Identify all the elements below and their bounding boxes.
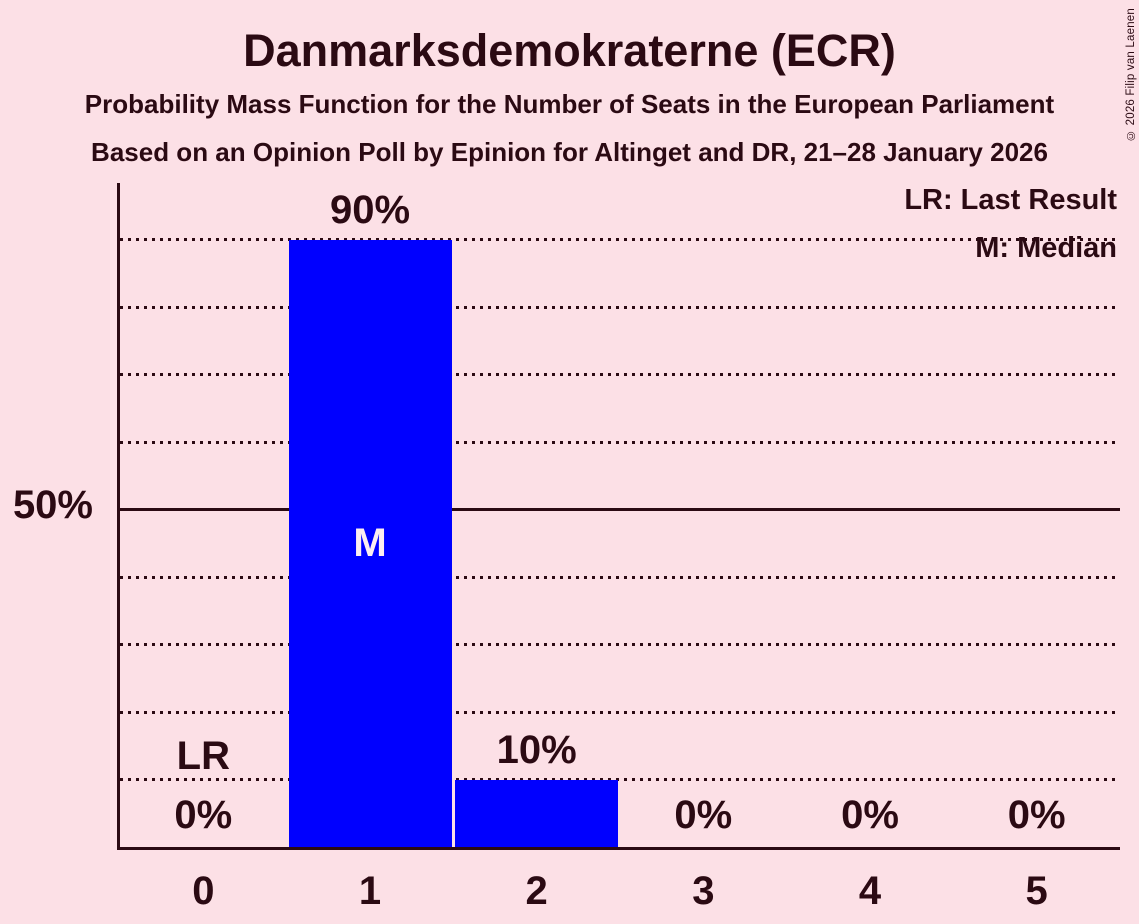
x-tick-1: 1 <box>358 869 382 913</box>
gridline-70pct <box>120 373 1120 376</box>
gridline-90pct <box>120 238 1120 241</box>
gridline-30pct <box>120 643 1120 646</box>
legend-last-result: LR: Last Result <box>904 184 1117 216</box>
x-axis: 0 1 2 3 4 5 <box>120 867 1120 915</box>
gridline-80pct <box>120 305 1120 309</box>
median-marker: M <box>353 521 387 566</box>
x-tick-5: 5 <box>1025 869 1048 913</box>
bar-seat-2 <box>455 779 619 847</box>
chart-title: Danmarksdemokraterne (ECR) <box>243 25 896 76</box>
y-axis-tick-label: 50% <box>12 483 93 527</box>
gridline-20pct <box>120 710 1120 714</box>
x-tick-4: 4 <box>858 869 882 913</box>
bar-seat-1 <box>288 239 452 847</box>
copyright-notice: © 2026 Filip van Laenen <box>1125 8 1137 141</box>
value-label-seat-1: 90% <box>329 187 411 232</box>
gridline-60pct <box>120 440 1120 444</box>
gridline-10pct <box>120 778 1120 781</box>
value-label-seat-3: 0% <box>674 793 733 837</box>
legend-median: M: Median <box>975 232 1117 264</box>
x-tick-0: 0 <box>192 869 215 913</box>
gridline-40pct <box>120 575 1120 579</box>
value-label-seat-2: 10% <box>496 727 577 772</box>
value-label-seat-4: 0% <box>841 793 899 837</box>
value-label-seat-0: 0% <box>174 793 233 837</box>
gridline-solid-50pct <box>117 508 1120 511</box>
value-label-seat-5: 0% <box>1007 793 1066 837</box>
chart-source-line: Based on an Opinion Poll by Epinion for … <box>91 137 1048 167</box>
x-tick-3: 3 <box>692 869 715 913</box>
chart-subtitle: Probability Mass Function for the Number… <box>84 89 1055 119</box>
last-result-marker: LR <box>176 734 230 778</box>
plot-area: 0% 90% 10% 0% 0% 0% LR M <box>117 183 1120 850</box>
x-tick-2: 2 <box>525 869 548 913</box>
